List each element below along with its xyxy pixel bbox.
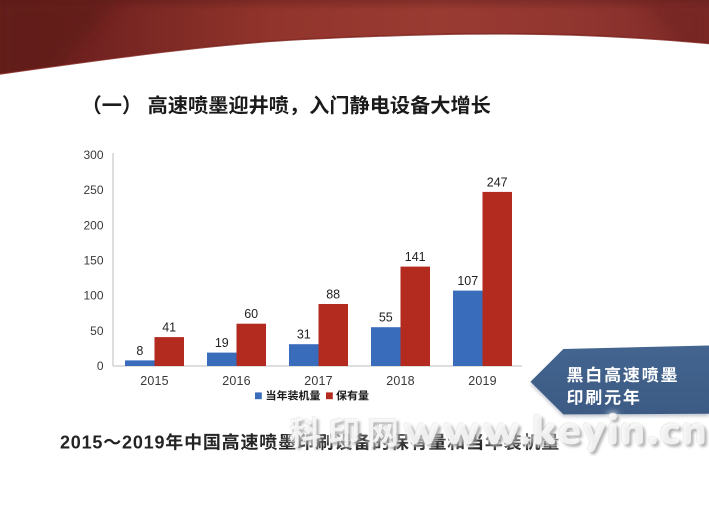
svg-text:247: 247 [487, 175, 508, 189]
svg-text:当年装机量: 当年装机量 [266, 388, 321, 404]
svg-text:55: 55 [379, 311, 393, 325]
svg-text:8: 8 [136, 344, 143, 358]
svg-text:印刷元年: 印刷元年 [567, 384, 642, 409]
svg-text:2015: 2015 [140, 374, 169, 388]
svg-text:300: 300 [83, 148, 103, 162]
svg-text:保有量: 保有量 [336, 388, 369, 404]
svg-text:150: 150 [83, 254, 103, 268]
svg-text:31: 31 [297, 328, 311, 342]
svg-text:50: 50 [90, 324, 104, 338]
svg-text:2019: 2019 [468, 374, 497, 388]
svg-text:2017: 2017 [304, 374, 333, 388]
svg-text:200: 200 [83, 218, 103, 232]
svg-text:0: 0 [97, 359, 104, 373]
svg-text:60: 60 [244, 307, 258, 321]
svg-text:（一） 高速喷墨迎井喷，入门静电设备大增长: （一） 高速喷墨迎井喷，入门静电设备大增长 [82, 90, 491, 119]
svg-text:107: 107 [457, 274, 478, 288]
svg-text:2016: 2016 [222, 374, 251, 388]
svg-text:41: 41 [162, 321, 176, 335]
svg-text:88: 88 [326, 288, 340, 302]
svg-text:100: 100 [83, 289, 103, 303]
svg-text:141: 141 [405, 250, 426, 264]
svg-text:2015～2019年中国高速喷墨印刷设备的保有量和当年装机量: 2015～2019年中国高速喷墨印刷设备的保有量和当年装机量 [60, 429, 560, 455]
svg-text:19: 19 [215, 336, 229, 350]
svg-text:黑白高速喷墨: 黑白高速喷墨 [567, 361, 680, 386]
svg-text:2018: 2018 [386, 374, 415, 388]
svg-text:250: 250 [83, 183, 103, 197]
